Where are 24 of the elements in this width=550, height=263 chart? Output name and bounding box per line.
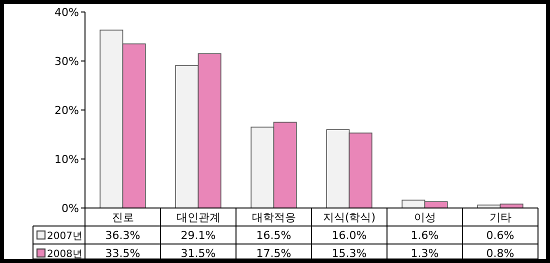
data-label: 0.8% [486, 247, 514, 260]
data-label: 16.5% [256, 229, 292, 242]
x-tick-label: 대학적응 [252, 211, 296, 224]
y-tick-label: 40% [54, 6, 79, 19]
x-tick-label: 진로 [112, 211, 134, 224]
x-tick-label: 지식(학식) [322, 211, 376, 224]
data-label: 33.5% [105, 247, 140, 260]
data-label: 1.6% [410, 229, 439, 242]
x-tick-label: 기타 [489, 211, 512, 224]
data-label: 15.3% [332, 247, 367, 260]
data-label: 31.5% [180, 247, 216, 260]
x-tick-label: 대인관계 [176, 211, 220, 224]
x-tick-label: 이성 [414, 211, 436, 224]
data-label: 0.6% [486, 229, 514, 242]
y-tick-label: 30% [54, 55, 79, 68]
data-label: 36.3% [105, 229, 140, 242]
y-tick-label: 20% [54, 104, 79, 117]
data-label: 16.0% [332, 229, 367, 242]
data-label: 1.3% [410, 247, 439, 260]
y-tick-label: 10% [54, 153, 79, 166]
data-label: 17.5% [256, 247, 292, 260]
data-label: 29.1% [180, 229, 216, 242]
legend-label: 2008년 [47, 249, 82, 260]
y-tick-label: 0% [62, 202, 79, 215]
